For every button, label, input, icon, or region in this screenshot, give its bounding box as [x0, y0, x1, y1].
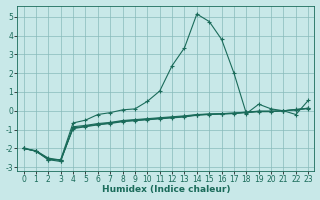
X-axis label: Humidex (Indice chaleur): Humidex (Indice chaleur) [102, 185, 230, 194]
